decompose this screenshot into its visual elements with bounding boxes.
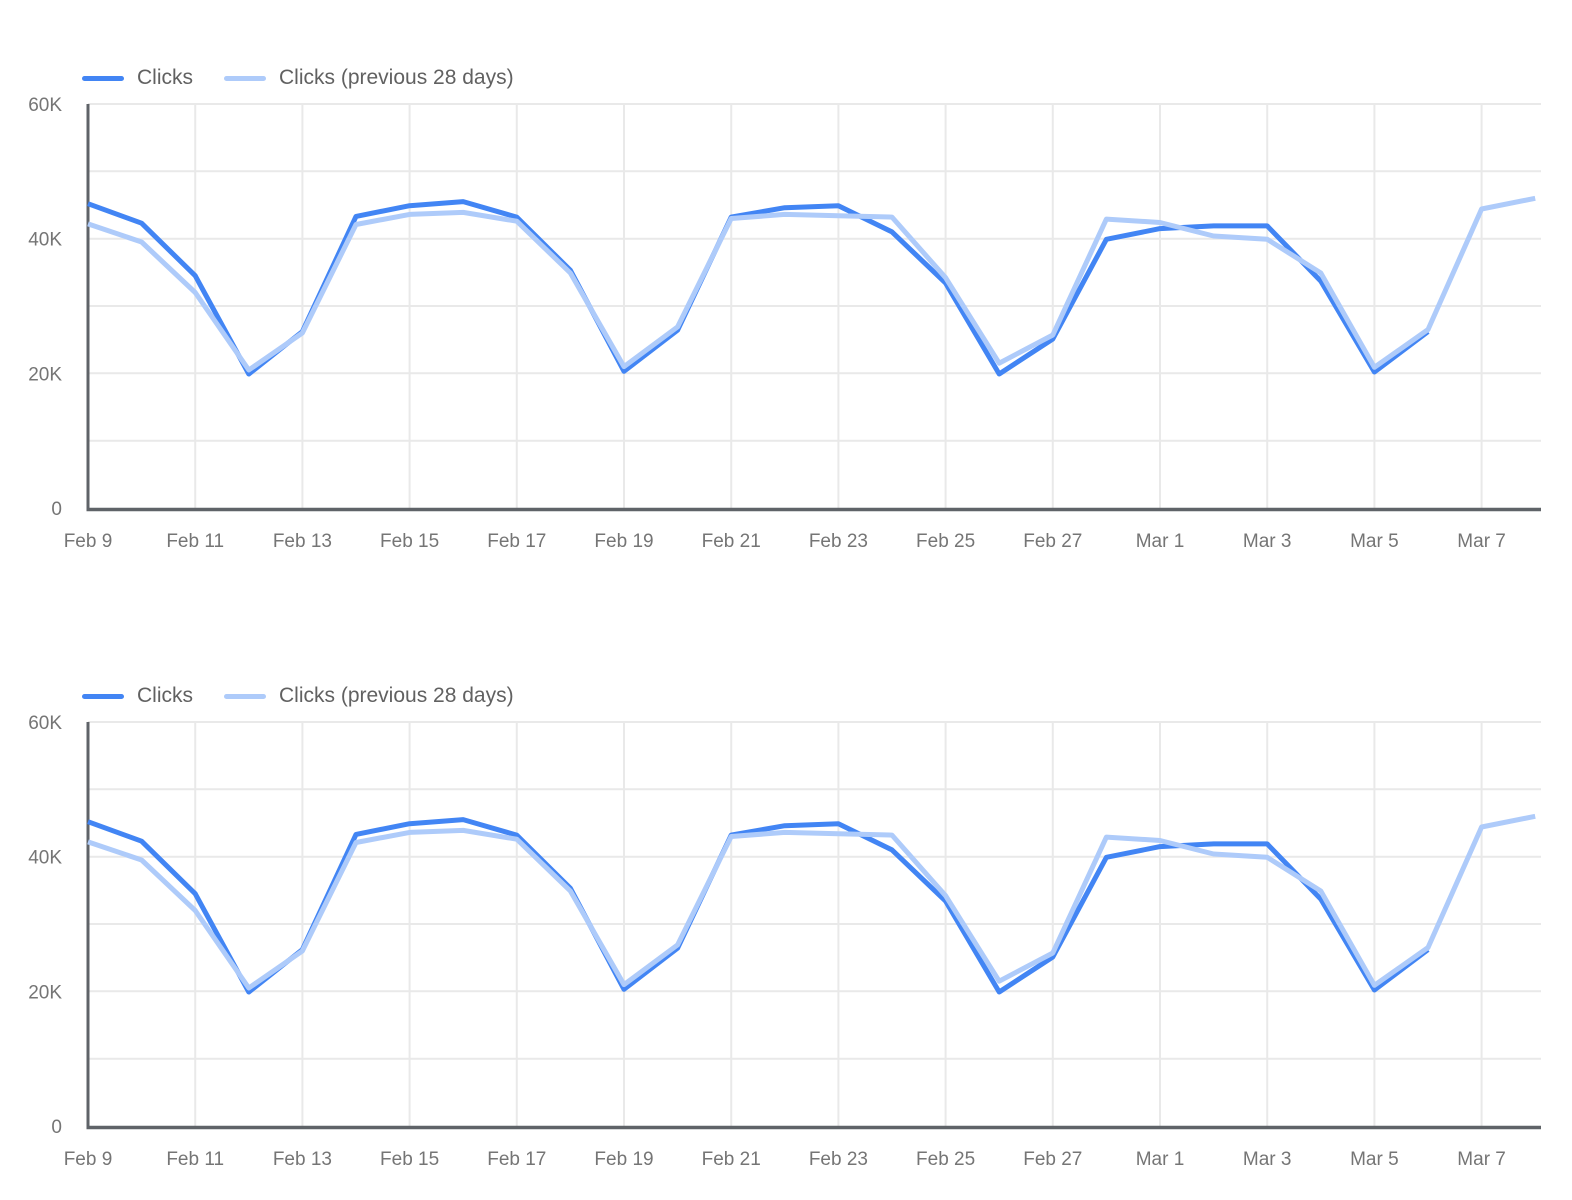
legend-label-clicks: Clicks: [137, 684, 193, 707]
series-line-clicks-previous[interactable]: [87, 195, 1536, 373]
legend: Clicks Clicks (previous 28 days): [82, 66, 514, 90]
line-chart-plot-area[interactable]: 0 20K 40K 60K Feb 9 Feb 11 Feb 13 Feb 15 Feb 17 F…: [0, 618, 1572, 1178]
legend-item-clicks-previous[interactable]: Clicks (previous 28 days): [224, 684, 514, 708]
x-tick-label: Feb 15: [380, 531, 439, 552]
y-tick-label: 20K: [28, 982, 62, 1003]
y-tick-label: 40K: [28, 848, 62, 869]
x-tick-label: Mar 5: [1350, 531, 1399, 552]
legend-item-clicks[interactable]: Clicks: [82, 684, 193, 708]
x-tick-label: Feb 19: [594, 531, 653, 552]
line-chart-plot-area[interactable]: 0 20K 40K 60K Feb 9 Feb 11 Feb 13 Feb 15 Feb 17 F…: [0, 0, 1572, 560]
x-tick-label: Feb 27: [1023, 531, 1082, 552]
x-tick-label: Mar 1: [1136, 531, 1185, 552]
x-tick-label: Feb 17: [487, 531, 546, 552]
x-tick-label: Feb 13: [273, 531, 332, 552]
x-tick-label: Feb 15: [380, 1149, 439, 1170]
series-line-clicks[interactable]: [87, 199, 1430, 377]
x-tick-label: Feb 9: [64, 1149, 113, 1170]
x-tick-label: Feb 9: [64, 531, 113, 552]
clicks-previous-series-swatch: [224, 693, 266, 699]
legend-item-clicks-previous[interactable]: Clicks (previous 28 days): [224, 66, 514, 90]
x-tick-label: Feb 25: [916, 1149, 975, 1170]
legend-label-clicks: Clicks: [137, 66, 193, 89]
clicks-series-swatch: [82, 693, 124, 699]
x-tick-label: Mar 1: [1136, 1149, 1185, 1170]
x-tick-label: Feb 21: [702, 531, 761, 552]
y-tick-label: 40K: [28, 230, 62, 251]
x-tick-label: Mar 7: [1457, 1149, 1506, 1170]
x-tick-label: Feb 17: [487, 1149, 546, 1170]
x-tick-label: Mar 3: [1243, 531, 1292, 552]
x-tick-label: Feb 11: [166, 531, 224, 552]
y-tick-label: 20K: [28, 364, 62, 385]
legend: Clicks Clicks (previous 28 days): [82, 684, 514, 708]
x-tick-label: Feb 19: [594, 1149, 653, 1170]
x-tick-label: Mar 3: [1243, 1149, 1292, 1170]
clicks-previous-series-swatch: [224, 75, 266, 81]
legend-label-clicks-previous: Clicks (previous 28 days): [279, 66, 514, 89]
clicks-chart-top: Clicks Clicks (previous 28 days) 0 20K 40K…: [0, 0, 1572, 560]
x-tick-label: Feb 11: [166, 1149, 224, 1170]
x-tick-label: Feb 23: [809, 531, 868, 552]
y-tick-label: 0: [51, 499, 62, 520]
x-tick-label: Feb 13: [273, 1149, 332, 1170]
y-tick-label: 60K: [28, 95, 62, 116]
series-line-clicks-previous[interactable]: [87, 813, 1536, 991]
x-tick-label: Mar 5: [1350, 1149, 1399, 1170]
x-tick-label: Feb 21: [702, 1149, 761, 1170]
y-tick-label: 0: [51, 1117, 62, 1138]
x-tick-label: Feb 23: [809, 1149, 868, 1170]
x-tick-label: Mar 7: [1457, 531, 1506, 552]
clicks-series-swatch: [82, 75, 124, 81]
legend-label-clicks-previous: Clicks (previous 28 days): [279, 684, 514, 707]
y-tick-label: 60K: [28, 713, 62, 734]
x-tick-label: Feb 25: [916, 531, 975, 552]
series-line-clicks[interactable]: [87, 817, 1430, 995]
x-tick-label: Feb 27: [1023, 1149, 1082, 1170]
clicks-chart-bottom: Clicks Clicks (previous 28 days) 0 20K 40K…: [0, 618, 1572, 1178]
legend-item-clicks[interactable]: Clicks: [82, 66, 193, 90]
